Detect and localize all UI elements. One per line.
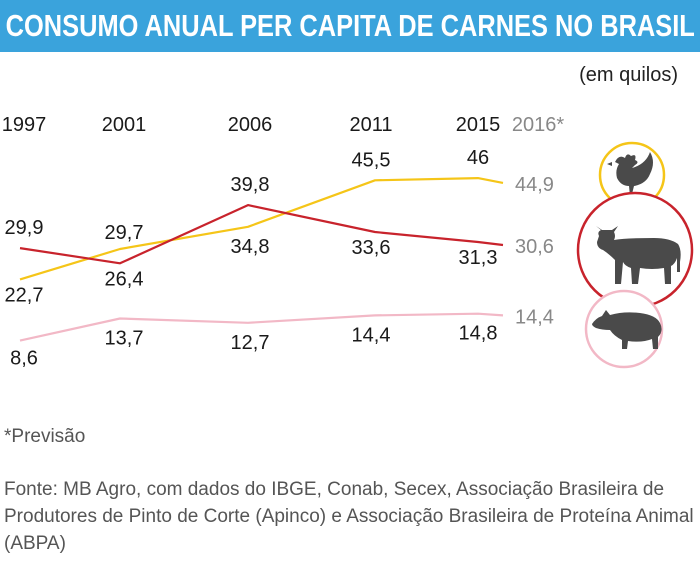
data-label: 14,4: [352, 324, 391, 346]
data-label: 39,8: [231, 174, 270, 196]
series-lines: [19, 176, 504, 342]
chart-title: CONSUMO ANUAL PER CAPITA DE CARNES NO BR…: [5, 8, 695, 43]
legend-icons: [576, 141, 694, 369]
unit-label: (em quilos): [579, 64, 678, 86]
title-bar: CONSUMO ANUAL PER CAPITA DE CARNES NO BR…: [0, 0, 700, 52]
cow-icon: [576, 191, 694, 309]
series-line-bovina: [19, 203, 504, 265]
year-label: 2006: [228, 114, 273, 136]
source-note: Fonte: MB Agro, com dados do IBGE, Conab…: [4, 479, 694, 554]
data-label: 31,3: [459, 247, 498, 269]
data-label: 33,6: [352, 237, 391, 259]
data-label: 34,8: [231, 236, 270, 258]
year-label: 2001: [102, 114, 147, 136]
data-label: 46: [467, 147, 489, 169]
data-label: 26,4: [105, 268, 144, 290]
value-labels: 22,7 29,7 34,8 45,5 46 44,9 29,9 26,4 39,8 33,6 31…: [5, 147, 554, 370]
data-label: 45,5: [352, 149, 391, 171]
year-label: 1997: [2, 114, 47, 136]
year-label: 2011: [349, 114, 392, 136]
data-label: 14,8: [459, 323, 498, 345]
data-label: 22,7: [5, 284, 44, 306]
year-label: 2016*: [512, 114, 564, 136]
footnote: *Previsão: [4, 426, 86, 447]
data-label: 44,9: [515, 174, 554, 196]
pig-icon: [584, 289, 664, 369]
data-label: 29,7: [105, 222, 144, 244]
data-label: 14,4: [515, 306, 554, 328]
year-label: 2015: [456, 114, 501, 136]
data-label: 13,7: [105, 328, 144, 350]
chicken-icon: [598, 141, 666, 209]
data-label: 30,6: [515, 236, 554, 258]
data-label: 29,9: [5, 217, 44, 239]
series-line-suina: [19, 312, 504, 342]
data-label: 12,7: [231, 332, 270, 354]
data-label: 8,6: [10, 348, 38, 370]
line-chart: 1997 2001 2006 2011 2015 2016* 22,7 29,7 34,8 45…: [2, 114, 694, 370]
year-axis-labels: 1997 2001 2006 2011 2015 2016*: [2, 114, 565, 136]
series-line-frango: [19, 176, 504, 281]
